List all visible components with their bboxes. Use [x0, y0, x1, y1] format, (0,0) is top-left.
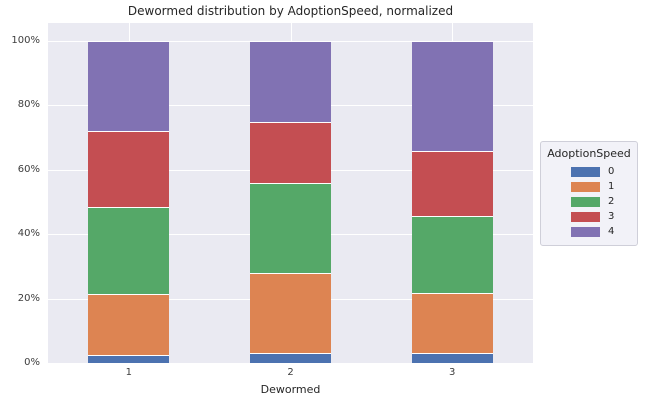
legend-item: 1	[547, 179, 631, 194]
bar-segment-dewormed3-speed2	[412, 216, 493, 294]
bar-segment-dewormed2-speed3	[250, 121, 331, 184]
bar-segment-dewormed3-speed0	[412, 353, 493, 363]
chart-title: Dewormed distribution by AdoptionSpeed, …	[127, 4, 454, 18]
bar-segment-dewormed2-speed4	[250, 41, 331, 122]
legend-color-swatch	[571, 166, 600, 177]
legend-item: 0	[547, 164, 631, 179]
y-tick-label: 80%	[17, 99, 40, 111]
y-tick-label: 60%	[17, 163, 40, 175]
legend-item: 3	[547, 209, 631, 224]
bar-segment-dewormed1-speed4	[88, 41, 169, 132]
y-tick-label: 40%	[17, 228, 40, 240]
legend-item-label: 4	[608, 226, 615, 237]
gridline-horizontal	[48, 363, 533, 364]
bar-segment-dewormed3-speed1	[412, 293, 493, 353]
y-tick-label: 100%	[11, 35, 40, 46]
legend-item: 2	[547, 194, 631, 209]
bar-segment-dewormed1-speed1	[88, 293, 169, 355]
legend-item-label: 0	[608, 166, 615, 177]
legend-item-label: 2	[608, 196, 615, 207]
legend: AdoptionSpeed 0 1 2 3 4	[540, 141, 638, 246]
y-axis: 0% 20% 40% 60% 80% 100%	[0, 23, 44, 368]
legend-item-label: 3	[608, 211, 615, 222]
bar-segment-dewormed1-speed2	[88, 206, 169, 294]
bar-segment-dewormed2-speed1	[250, 273, 331, 353]
bar-segment-dewormed1-speed3	[88, 131, 169, 207]
y-tick-label: 0%	[24, 357, 40, 368]
legend-color-swatch	[571, 211, 600, 222]
x-axis: 1 2 3	[48, 367, 533, 380]
x-tick-label: 3	[448, 367, 456, 378]
legend-color-swatch	[571, 181, 600, 192]
legend-item-label: 1	[608, 181, 615, 192]
legend-color-swatch	[571, 226, 600, 237]
legend-title: AdoptionSpeed	[547, 147, 631, 160]
x-axis-label: Dewormed	[260, 383, 321, 396]
bar-segment-dewormed2-speed0	[250, 353, 331, 363]
x-tick-label: 2	[287, 367, 294, 378]
bar-segment-dewormed3-speed4	[412, 41, 493, 152]
bar-segment-dewormed1-speed0	[88, 354, 169, 363]
plot-area	[48, 23, 533, 364]
legend-color-swatch	[571, 196, 600, 207]
legend-item: 4	[547, 224, 631, 239]
x-tick-label: 1	[125, 367, 133, 378]
bar-segment-dewormed2-speed2	[250, 183, 331, 274]
bar-segment-dewormed3-speed3	[412, 151, 493, 217]
y-tick-label: 20%	[17, 292, 40, 304]
legend-items: 0 1 2 3 4	[547, 164, 631, 239]
